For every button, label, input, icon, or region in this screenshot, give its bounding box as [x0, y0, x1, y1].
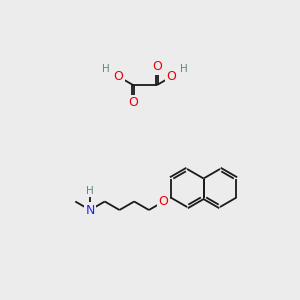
Text: O: O	[167, 70, 176, 83]
Text: O: O	[113, 70, 123, 83]
Text: O: O	[128, 97, 138, 110]
Text: O: O	[159, 195, 169, 208]
Text: O: O	[152, 61, 162, 74]
Text: H: H	[86, 186, 94, 196]
Text: H: H	[102, 64, 110, 74]
Text: N: N	[85, 203, 95, 217]
Text: H: H	[180, 64, 188, 74]
